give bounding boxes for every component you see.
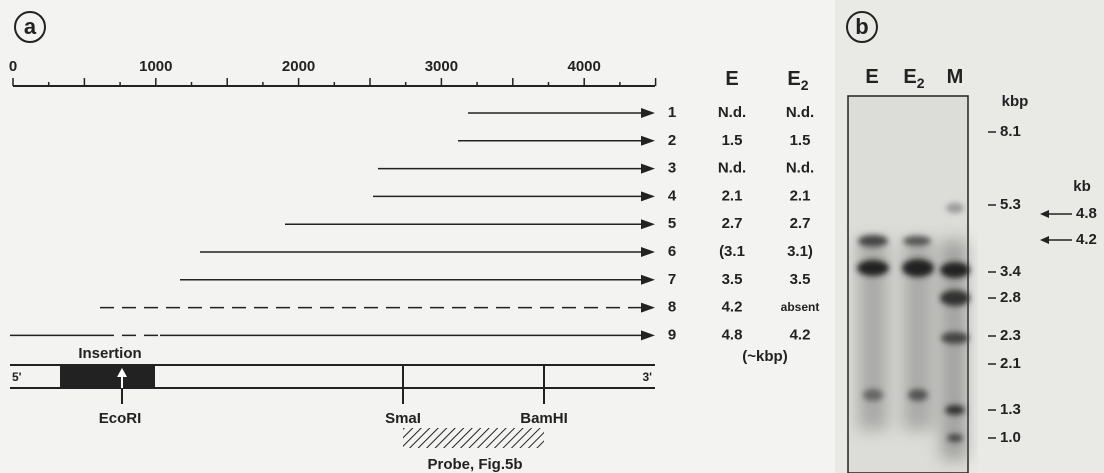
- site-label: EcoRI: [99, 410, 142, 427]
- cell-e2: 2.1: [790, 187, 811, 204]
- cell-e2: N.d.: [786, 104, 814, 121]
- row-number: 9: [668, 326, 676, 343]
- probe-label: Probe, Fig.5b: [427, 456, 522, 473]
- site-label: BamHI: [520, 410, 568, 427]
- cell-e2: absent: [781, 300, 820, 314]
- end-label: 3': [642, 370, 652, 384]
- band-label: 4.2: [1076, 231, 1097, 248]
- row-number: 6: [668, 243, 676, 260]
- column-header: E2: [787, 68, 808, 92]
- cell-e2: 1.5: [790, 132, 811, 149]
- column-header: E: [725, 68, 738, 90]
- cell-e: 4.2: [722, 299, 743, 316]
- cell-e2: 2.7: [790, 215, 811, 232]
- panel-label: b: [855, 14, 868, 39]
- marker-label: 3.4: [1000, 263, 1022, 280]
- row-number: 4: [668, 187, 677, 204]
- scale-tick-label: 3000: [425, 58, 458, 75]
- cell-e: 1.5: [722, 132, 743, 149]
- marker-label: 1.3: [1000, 401, 1021, 418]
- panel-label: a: [24, 14, 37, 39]
- cell-e2: 4.2: [790, 326, 811, 343]
- row-number: 2: [668, 132, 676, 149]
- gel: [848, 96, 970, 473]
- insertion-label: Insertion: [78, 345, 141, 362]
- cell-e: N.d.: [718, 104, 746, 121]
- scale-tick-label: 1000: [139, 58, 172, 75]
- marker-label: 1.0: [1000, 429, 1021, 446]
- rows: 1 N.d. N.d. 2 1.5 1.5 3 N.d. N.d. 4 2.1 2.1 5 2.7 2.7 6…: [10, 104, 819, 343]
- figure: a 0 1000 2000 3000 4000 1 N.d. N.d. 2 1.5 1.5 3 N.d…: [0, 0, 1104, 473]
- cell-e: 2.1: [722, 187, 743, 204]
- marker-label: 8.1: [1000, 123, 1021, 140]
- scale-tick-label: 2000: [282, 58, 315, 75]
- scale: 0 1000 2000 3000 4000: [9, 58, 656, 86]
- lane-label: E: [865, 66, 878, 88]
- end-label: 5': [12, 370, 22, 384]
- insertion-box: [60, 365, 155, 388]
- row-number: 1: [668, 104, 676, 121]
- cell-e: 2.7: [722, 215, 743, 232]
- cell-e: 4.8: [722, 326, 743, 343]
- arrowhead: [641, 191, 655, 201]
- row-number: 8: [668, 299, 676, 316]
- band-label: 4.8: [1076, 205, 1097, 222]
- row-number: 5: [668, 215, 676, 232]
- arrowhead: [641, 108, 655, 118]
- marker-label: 2.3: [1000, 327, 1021, 344]
- arrowhead: [641, 136, 655, 146]
- row-number: 3: [668, 160, 676, 177]
- site-label: SmaI: [385, 410, 421, 427]
- probe: [403, 428, 544, 448]
- arrowhead: [641, 247, 655, 257]
- cell-e2: 3.1): [787, 243, 813, 260]
- marker-label: 5.3: [1000, 196, 1021, 213]
- arrowhead: [641, 164, 655, 174]
- arrowhead: [641, 275, 655, 285]
- marker-label: 2.8: [1000, 289, 1021, 306]
- cell-e: N.d.: [718, 160, 746, 177]
- unit-note: (~kbp): [742, 348, 787, 365]
- scale-tick-label: 0: [9, 58, 17, 75]
- row-number: 7: [668, 271, 676, 288]
- cell-e2: N.d.: [786, 160, 814, 177]
- arrowhead: [641, 330, 655, 340]
- marker-label: 2.1: [1000, 355, 1021, 372]
- arrowhead: [641, 219, 655, 229]
- cell-e2: 3.5: [790, 271, 811, 288]
- cell-e: (3.1: [719, 243, 745, 260]
- scale-tick-label: 4000: [568, 58, 601, 75]
- lane-label: M: [947, 66, 964, 88]
- marker-unit: kbp: [1002, 93, 1029, 110]
- cell-e: 3.5: [722, 271, 743, 288]
- arrowhead: [641, 303, 655, 313]
- band-unit: kb: [1073, 178, 1091, 195]
